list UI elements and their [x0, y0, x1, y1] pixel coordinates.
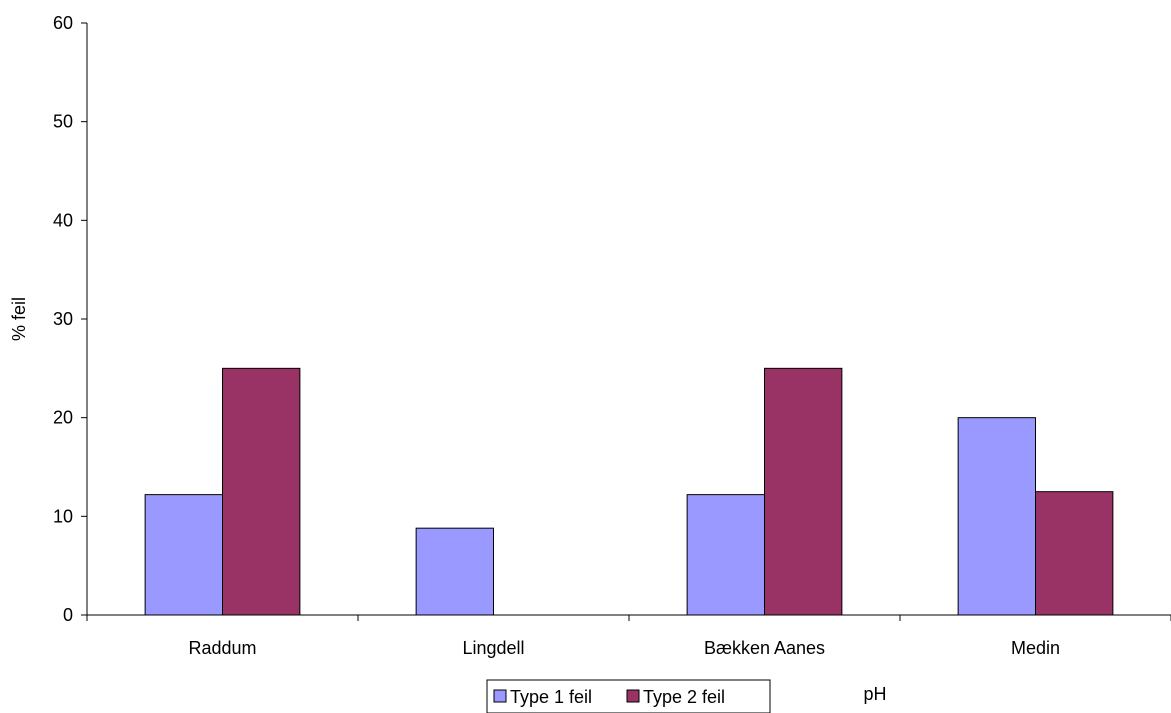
x-category-label: Raddum [188, 638, 256, 658]
bar-type-2 [222, 367, 301, 616]
x-category-label: Medin [1011, 638, 1060, 658]
x-category-label: Bækken Aanes [704, 638, 825, 658]
bars [144, 367, 1114, 616]
legend-swatch-type-1 [493, 689, 507, 703]
y-tick-label: 50 [53, 112, 73, 132]
y-tick-label: 30 [53, 309, 73, 329]
x-axis: Raddum Lingdell Bækken Aanes Medin [86, 614, 1171, 658]
bar-type-1 [686, 494, 766, 616]
y-tick-label: 40 [53, 210, 73, 230]
legend-label-type-1: Type 1 feil [510, 687, 592, 707]
bar-type-2 [764, 367, 843, 616]
y-tick-label: 20 [53, 408, 73, 428]
legend: Type 1 feil Type 2 feil [486, 679, 771, 713]
y-axis-title: % feil [9, 297, 29, 341]
legend-label-type-2: Type 2 feil [643, 687, 725, 707]
x-axis-title: pH [863, 684, 886, 704]
y-axis: 0 10 20 30 40 50 60 [53, 13, 88, 625]
bar-type-2 [1035, 491, 1114, 616]
x-category-label: Lingdell [462, 638, 524, 658]
y-tick-label: 10 [53, 506, 73, 526]
bar-type-1 [415, 527, 494, 616]
legend-swatch-type-2 [626, 689, 640, 703]
y-tick-label: 0 [63, 605, 73, 625]
y-tick-label: 60 [53, 13, 73, 33]
bar-type-1 [144, 494, 223, 616]
bar-type-1 [957, 417, 1037, 616]
